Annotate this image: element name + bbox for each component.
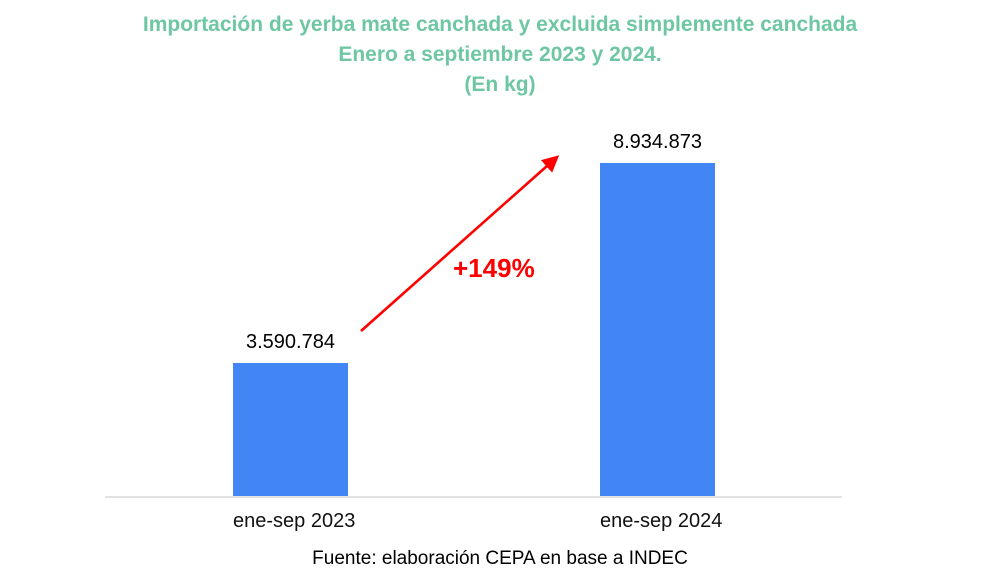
- chart-title-line2: Enero a septiembre 2023 y 2024.: [338, 43, 662, 66]
- bar-value-label-2023: 3.590.784: [246, 331, 335, 353]
- chart-title-line1: Importación de yerba mate canchada y exc…: [142, 13, 858, 36]
- x-axis-label-2023: ene-sep 2023: [233, 510, 356, 532]
- chart-title-line3: (En kg): [464, 73, 536, 96]
- bar-group-2024: 8.934.873: [600, 131, 715, 497]
- bar-group-2023: 3.590.784: [233, 331, 348, 497]
- x-axis-label-2024: ene-sep 2024: [600, 510, 723, 532]
- bar-2023[interactable]: [233, 363, 348, 497]
- chart-title: Importación de yerba mate canchada y exc…: [0, 10, 1000, 100]
- bar-2024[interactable]: [600, 163, 715, 497]
- source-note: Fuente: elaboración CEPA en base a INDEC: [312, 548, 688, 569]
- growth-percentage-label: +149%: [453, 253, 535, 283]
- x-axis-line: [105, 496, 842, 498]
- bar-value-label-2024: 8.934.873: [613, 131, 702, 153]
